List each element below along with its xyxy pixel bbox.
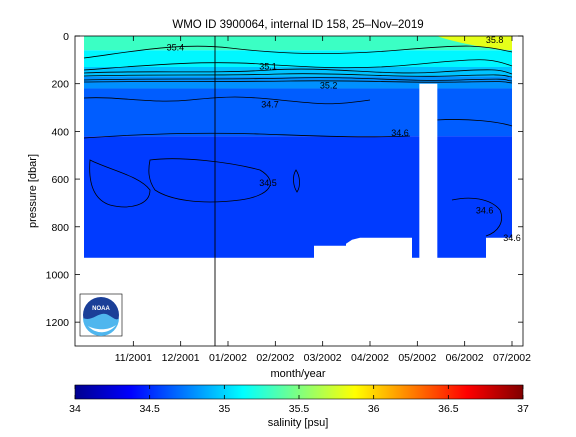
chart-title: WMO ID 3900064, internal ID 158, 25–Nov–…	[172, 19, 423, 31]
contour-line	[148, 158, 271, 203]
x-tick-label: 06/2002	[446, 352, 484, 364]
x-tick-label: 02/2002	[256, 352, 294, 364]
x-tick-label: 12/2001	[162, 352, 200, 364]
y-axis-label: pressure [dbar]	[27, 154, 39, 228]
salinity-band	[84, 36, 512, 51]
y-tick-label: 600	[51, 174, 69, 186]
x-axis-label: month/year	[270, 368, 325, 380]
y-axis: 0 200 400 600 800 1000 1200	[46, 31, 523, 329]
plot-area: 35.4 35.8 35.1 35.2 34.7 34.6 34.5 34.6 34.6	[74, 35, 524, 347]
x-tick-label: 04/2002	[351, 352, 389, 364]
salinity-band	[84, 88, 512, 137]
colorbar-tick-label: 35	[218, 403, 230, 415]
contour-line	[83, 77, 513, 82]
y-tick-label: 400	[51, 126, 69, 138]
contour-label: 34.6	[503, 233, 521, 243]
x-axis: 11/2001 12/2001 01/2002 02/2002 03/2002 04/20…	[115, 36, 531, 364]
salinity-band	[84, 67, 512, 77]
salinity-band	[84, 50, 512, 67]
colorbar-tick-label: 36	[368, 403, 380, 415]
y-tick-label: 200	[51, 79, 69, 91]
contour-line	[89, 159, 151, 208]
contour-line	[83, 59, 513, 71]
contour-line	[83, 73, 513, 78]
contour-line	[83, 132, 411, 139]
high-salinity-patch	[437, 36, 512, 51]
x-tick-label: 05/2002	[398, 352, 436, 364]
y-tick-label: 1200	[46, 317, 70, 329]
x-tick-label: 01/2002	[209, 352, 247, 364]
noaa-logo: NOAA	[79, 293, 123, 337]
salinity-band	[84, 136, 512, 258]
data-gap	[419, 83, 438, 259]
colorbar-tick-label: 34.5	[139, 403, 160, 415]
data-cutout	[314, 237, 412, 259]
contour-line	[451, 197, 503, 237]
contour-label: 35.8	[486, 35, 504, 45]
x-tick-label: 03/2002	[304, 352, 342, 364]
colorbar-label: salinity [psu]	[268, 417, 329, 429]
contour-label: 34.5	[259, 178, 277, 188]
colorbar-tick-label: 35.5	[289, 403, 310, 415]
contour-line	[435, 119, 513, 127]
y-tick-label: 0	[63, 31, 69, 43]
contour-line	[83, 80, 513, 84]
x-tick-label: 07/2002	[493, 352, 531, 364]
data-cutout	[486, 237, 512, 259]
plot-frame	[74, 35, 524, 347]
contour-label: 34.6	[391, 128, 409, 138]
contour-line	[83, 68, 513, 75]
contour-line	[293, 169, 300, 193]
contour-label: 35.2	[320, 80, 338, 90]
colorbar-tick-label: 37	[517, 403, 529, 415]
colorbar-tick-label: 34	[69, 403, 81, 415]
contour-label: 34.7	[261, 100, 279, 110]
contour-label: 35.1	[259, 61, 277, 71]
colorbar: 34 34.5 35 35.5 36 36.5 37 salinity [psu]	[69, 384, 529, 429]
contour-line	[83, 45, 513, 59]
x-tick-label: 11/2001	[115, 352, 152, 364]
noaa-logo-text: NOAA	[92, 306, 110, 312]
salinity-band	[84, 76, 512, 89]
contour-label: 34.6	[476, 206, 494, 216]
contour-label: 35.4	[167, 42, 185, 52]
colorbar-tick-label: 36.5	[438, 403, 459, 415]
y-tick-label: 1000	[46, 269, 70, 281]
y-tick-label: 800	[51, 222, 69, 234]
contour-line	[83, 96, 371, 105]
